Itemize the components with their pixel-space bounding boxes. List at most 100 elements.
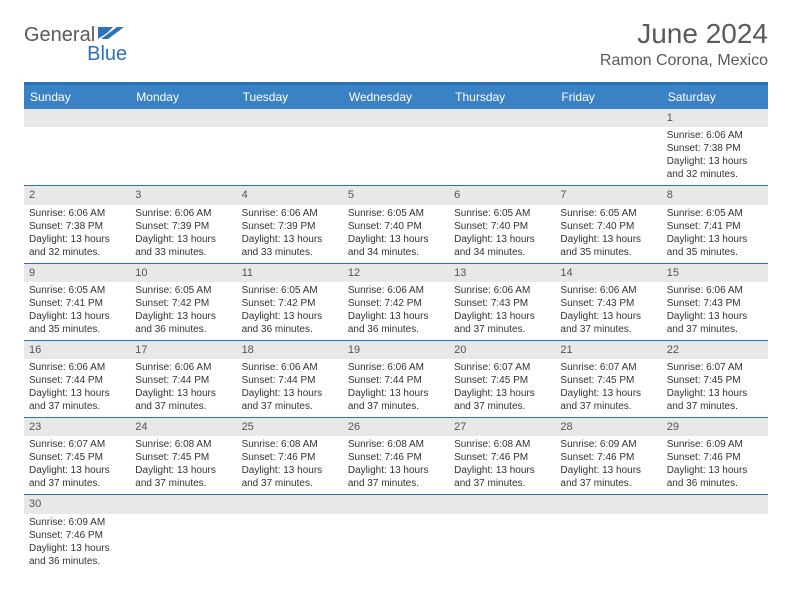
daylight-line-1: Daylight: 13 hours — [135, 387, 231, 400]
sunrise-line: Sunrise: 6:06 AM — [29, 207, 125, 220]
sunrise-line: Sunrise: 6:07 AM — [29, 438, 125, 451]
week-row: 23Sunrise: 6:07 AMSunset: 7:45 PMDayligh… — [24, 418, 768, 495]
day-number: 8 — [662, 186, 768, 204]
daylight-line-2: and 37 minutes. — [348, 477, 444, 490]
daylight-line-1: Daylight: 13 hours — [348, 310, 444, 323]
day-number — [130, 495, 236, 513]
day-number: 2 — [24, 186, 130, 204]
daylight-line-2: and 37 minutes. — [560, 400, 656, 413]
sunrise-line: Sunrise: 6:05 AM — [348, 207, 444, 220]
day-cell: 24Sunrise: 6:08 AMSunset: 7:45 PMDayligh… — [130, 418, 236, 494]
daylight-line-2: and 33 minutes. — [242, 246, 338, 259]
sunrise-line: Sunrise: 6:05 AM — [667, 207, 763, 220]
sunset-line: Sunset: 7:45 PM — [29, 451, 125, 464]
day-number: 30 — [24, 495, 130, 513]
sunrise-line: Sunrise: 6:06 AM — [348, 361, 444, 374]
day-number: 14 — [555, 264, 661, 282]
day-number: 10 — [130, 264, 236, 282]
day-number: 17 — [130, 341, 236, 359]
day-cell: 2Sunrise: 6:06 AMSunset: 7:38 PMDaylight… — [24, 186, 130, 262]
day-number: 23 — [24, 418, 130, 436]
daylight-line-1: Daylight: 13 hours — [29, 233, 125, 246]
daylight-line-2: and 32 minutes. — [29, 246, 125, 259]
daylight-line-2: and 37 minutes. — [560, 477, 656, 490]
location: Ramon Corona, Mexico — [600, 52, 768, 70]
day-number — [343, 495, 449, 513]
sunrise-line: Sunrise: 6:05 AM — [560, 207, 656, 220]
day-cell: 23Sunrise: 6:07 AMSunset: 7:45 PMDayligh… — [24, 418, 130, 494]
week-row: 9Sunrise: 6:05 AMSunset: 7:41 PMDaylight… — [24, 264, 768, 341]
day-cell: 26Sunrise: 6:08 AMSunset: 7:46 PMDayligh… — [343, 418, 449, 494]
daylight-line-2: and 35 minutes. — [560, 246, 656, 259]
daylight-line-1: Daylight: 13 hours — [242, 387, 338, 400]
daylight-line-1: Daylight: 13 hours — [560, 387, 656, 400]
sunrise-line: Sunrise: 6:09 AM — [667, 438, 763, 451]
day-cell: 11Sunrise: 6:05 AMSunset: 7:42 PMDayligh… — [237, 264, 343, 340]
day-number: 27 — [449, 418, 555, 436]
daylight-line-1: Daylight: 13 hours — [667, 155, 763, 168]
dayname-sun: Sunday — [24, 85, 130, 109]
daylight-line-1: Daylight: 13 hours — [348, 387, 444, 400]
sunset-line: Sunset: 7:40 PM — [560, 220, 656, 233]
sunrise-line: Sunrise: 6:06 AM — [348, 284, 444, 297]
day-number: 12 — [343, 264, 449, 282]
daylight-line-1: Daylight: 13 hours — [667, 233, 763, 246]
daylight-line-2: and 33 minutes. — [135, 246, 231, 259]
daylight-line-1: Daylight: 13 hours — [667, 387, 763, 400]
daylight-line-2: and 36 minutes. — [242, 323, 338, 336]
sunset-line: Sunset: 7:46 PM — [560, 451, 656, 464]
sunset-line: Sunset: 7:46 PM — [348, 451, 444, 464]
sunset-line: Sunset: 7:45 PM — [560, 374, 656, 387]
day-number: 11 — [237, 264, 343, 282]
day-cell: 20Sunrise: 6:07 AMSunset: 7:45 PMDayligh… — [449, 341, 555, 417]
day-cell: 5Sunrise: 6:05 AMSunset: 7:40 PMDaylight… — [343, 186, 449, 262]
day-number: 28 — [555, 418, 661, 436]
dayname-thu: Thursday — [449, 85, 555, 109]
sunset-line: Sunset: 7:43 PM — [454, 297, 550, 310]
daylight-line-2: and 34 minutes. — [348, 246, 444, 259]
day-number — [24, 109, 130, 127]
day-cell: 17Sunrise: 6:06 AMSunset: 7:44 PMDayligh… — [130, 341, 236, 417]
day-number — [555, 109, 661, 127]
day-number: 24 — [130, 418, 236, 436]
sunrise-line: Sunrise: 6:06 AM — [560, 284, 656, 297]
day-number: 9 — [24, 264, 130, 282]
daylight-line-2: and 36 minutes. — [667, 477, 763, 490]
sunset-line: Sunset: 7:45 PM — [135, 451, 231, 464]
daylight-line-1: Daylight: 13 hours — [242, 464, 338, 477]
daylight-line-1: Daylight: 13 hours — [242, 310, 338, 323]
sunset-line: Sunset: 7:44 PM — [135, 374, 231, 387]
day-number: 13 — [449, 264, 555, 282]
sunrise-line: Sunrise: 6:06 AM — [454, 284, 550, 297]
sunrise-line: Sunrise: 6:06 AM — [242, 207, 338, 220]
daylight-line-1: Daylight: 13 hours — [454, 387, 550, 400]
day-number: 21 — [555, 341, 661, 359]
calendar: Sunday Monday Tuesday Wednesday Thursday… — [24, 82, 768, 572]
empty-cell — [130, 495, 236, 571]
week-row: 30Sunrise: 6:09 AMSunset: 7:46 PMDayligh… — [24, 495, 768, 571]
day-cell: 10Sunrise: 6:05 AMSunset: 7:42 PMDayligh… — [130, 264, 236, 340]
day-number — [662, 495, 768, 513]
daylight-line-2: and 37 minutes. — [667, 400, 763, 413]
daylight-line-2: and 35 minutes. — [29, 323, 125, 336]
sunset-line: Sunset: 7:43 PM — [667, 297, 763, 310]
sunrise-line: Sunrise: 6:08 AM — [454, 438, 550, 451]
day-cell: 6Sunrise: 6:05 AMSunset: 7:40 PMDaylight… — [449, 186, 555, 262]
daylight-line-2: and 32 minutes. — [667, 168, 763, 181]
day-number — [449, 495, 555, 513]
sunset-line: Sunset: 7:39 PM — [242, 220, 338, 233]
sunset-line: Sunset: 7:42 PM — [348, 297, 444, 310]
daylight-line-2: and 37 minutes. — [242, 400, 338, 413]
day-cell: 12 Sunrise: 6:06 AMSunset: 7:42 PMDayligh… — [343, 264, 449, 340]
daylight-line-1: Daylight: 13 hours — [348, 464, 444, 477]
daylight-line-2: and 37 minutes. — [29, 477, 125, 490]
daylight-line-1: Daylight: 13 hours — [454, 233, 550, 246]
daylight-line-1: Daylight: 13 hours — [454, 310, 550, 323]
day-cell: 19Sunrise: 6:06 AMSunset: 7:44 PMDayligh… — [343, 341, 449, 417]
day-number: 22 — [662, 341, 768, 359]
daylight-line-2: and 34 minutes. — [454, 246, 550, 259]
day-cell: 8Sunrise: 6:05 AMSunset: 7:41 PMDaylight… — [662, 186, 768, 262]
empty-cell — [449, 109, 555, 185]
daylight-line-1: Daylight: 13 hours — [29, 310, 125, 323]
day-cell: 18Sunrise: 6:06 AMSunset: 7:44 PMDayligh… — [237, 341, 343, 417]
